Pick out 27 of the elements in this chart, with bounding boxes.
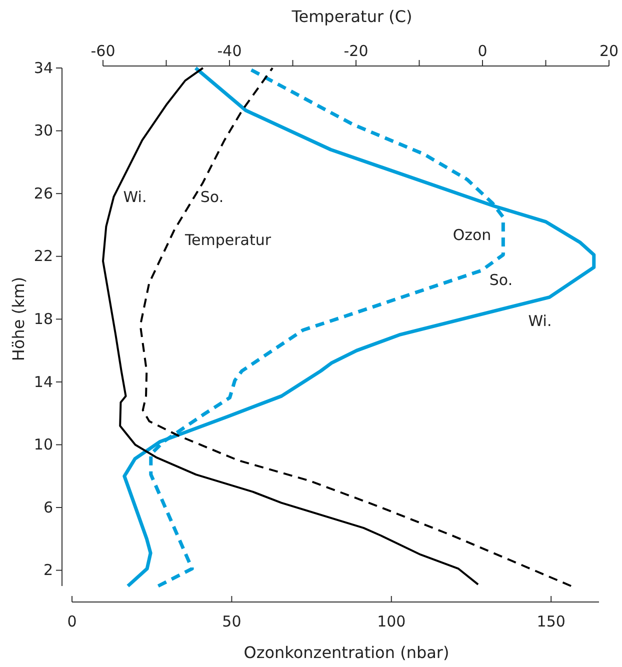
x2-axis-title: Temperatur (C) [290,7,412,26]
x2-tick-label: -40 [217,42,242,60]
y-axis-title: Höhe (km) [9,276,28,362]
y-tick-label: 22 [34,247,53,266]
x2-tick-label: 20 [599,42,619,60]
x2-tick-label: -20 [344,42,368,60]
x-tick-label: 150 [536,612,566,631]
x-tick-label: 100 [377,612,406,631]
y-tick-label: 18 [34,310,53,328]
y-tick-label: 2 [43,561,53,580]
annotation: So. [200,188,224,206]
y-tick-label: 34 [34,58,53,77]
y-tick-label: 14 [34,372,53,391]
annotation: Wi. [528,312,552,330]
x-tick-label: 0 [67,612,77,631]
x-tick-label: 50 [222,612,242,631]
x2-tick-label: 0 [478,42,488,60]
y-tick-label: 26 [34,184,53,202]
annotation: So. [489,271,513,290]
x2-tick-label: -60 [90,42,116,60]
annotation: Wi. [123,188,147,206]
y-tick-label: 10 [34,436,53,454]
annotation: Temperatur [184,231,272,250]
x-axis-title: Ozonkonzentration (nbar) [244,643,450,662]
y-tick-label: 30 [34,122,53,140]
annotation: Ozon [452,226,492,244]
y-tick-label: 6 [43,498,53,516]
